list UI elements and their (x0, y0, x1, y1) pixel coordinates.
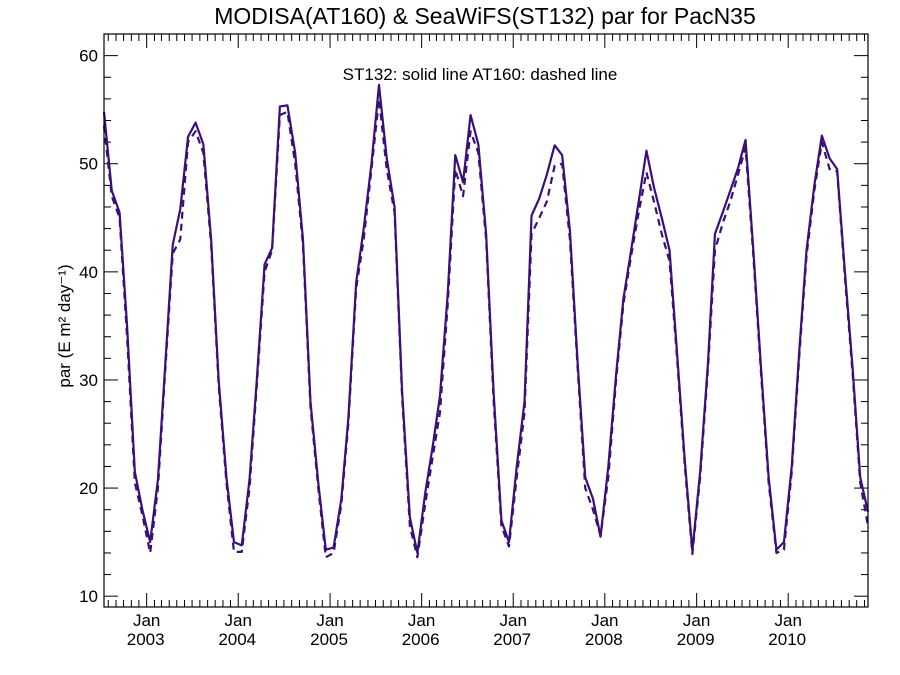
chart-title: MODISA(AT160) & SeaWiFS(ST132) par for P… (214, 3, 756, 29)
x-tick-month-label: Jan (683, 611, 710, 630)
x-tick-year-label: 2006 (402, 630, 440, 649)
x-tick-year-label: 2007 (493, 630, 531, 649)
y-tick-label: 60 (79, 47, 98, 66)
x-tick-year-label: 2010 (768, 630, 806, 649)
y-tick-label: 40 (79, 263, 98, 282)
y-tick-label: 30 (79, 371, 98, 390)
y-tick-label: 50 (79, 155, 98, 174)
plot-frame (103, 33, 869, 608)
data-series (102, 83, 870, 559)
x-tick-year-label: 2009 (677, 630, 715, 649)
y-tick-label: 10 (79, 587, 98, 606)
x-tick-month-label: Jan (591, 611, 618, 630)
solid-series-line (102, 83, 870, 555)
axis-ticks (104, 33, 868, 607)
x-tick-month-label: Jan (225, 611, 252, 630)
x-tick-year-label: 2008 (585, 630, 623, 649)
x-tick-month-label: Jan (775, 611, 802, 630)
x-tick-year-label: 2003 (127, 630, 165, 649)
x-tick-month-label: Jan (133, 611, 160, 630)
x-tick-month-label: Jan (500, 611, 527, 630)
y-axis-label: par (E m² day⁻¹) (55, 264, 74, 387)
dashed-series-line (102, 97, 870, 559)
y-tick-label: 20 (79, 479, 98, 498)
x-tick-month-label: Jan (408, 611, 435, 630)
x-tick-month-label: Jan (316, 611, 343, 630)
legend-annotation: ST132: solid line AT160: dashed line (343, 65, 618, 84)
x-tick-year-label: 2004 (218, 630, 256, 649)
x-tick-year-label: 2005 (310, 630, 348, 649)
tick-labels: 102030405060Jan2003Jan2004Jan2005Jan2006… (79, 47, 806, 649)
